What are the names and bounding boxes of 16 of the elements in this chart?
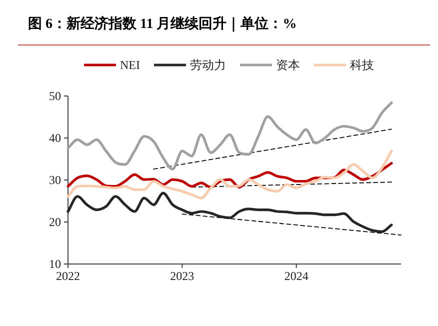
- legend-label: NEI: [120, 58, 140, 72]
- y-tick-label: 10: [49, 257, 61, 271]
- x-tick-label: 2022: [56, 269, 80, 283]
- chart-title: 图 6：新经济指数 11 月继续回升｜单位：%: [28, 15, 297, 32]
- y-tick-label: 30: [49, 173, 61, 187]
- line-series: [66, 101, 393, 170]
- legend-label: 科技: [350, 58, 374, 72]
- y-tick-label: 40: [49, 131, 61, 145]
- y-tick-label: 20: [49, 215, 61, 229]
- y-tick-label: 50: [49, 89, 61, 103]
- legend-label: 劳动力: [190, 58, 226, 72]
- line-series: [66, 192, 393, 233]
- x-tick-label: 2024: [284, 269, 308, 283]
- legend-label: 资本: [276, 58, 300, 72]
- line-series: [66, 150, 393, 200]
- x-tick-label: 2023: [170, 269, 194, 283]
